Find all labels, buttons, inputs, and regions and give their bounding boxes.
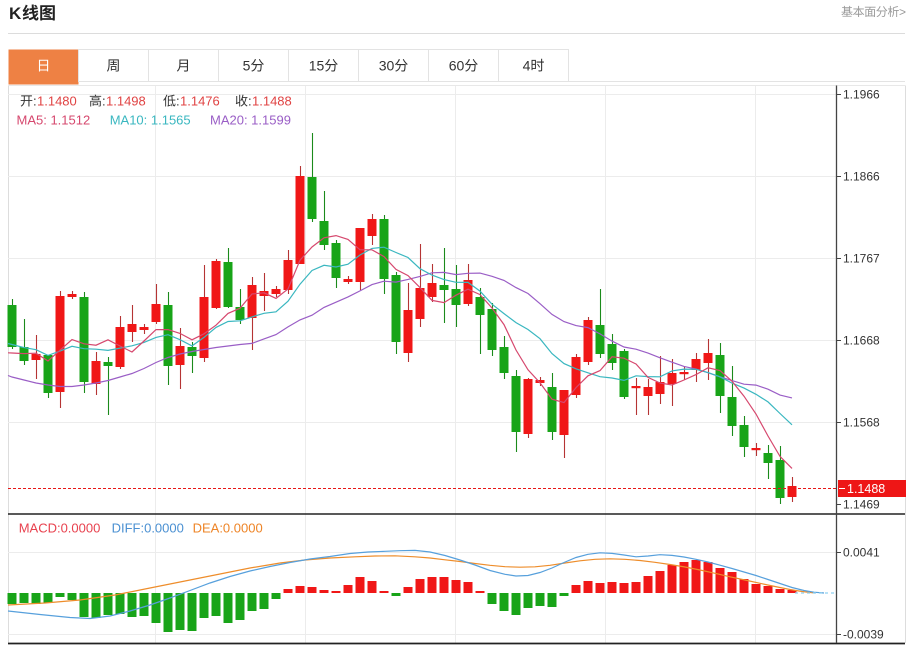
svg-text:-0.0039: -0.0039 — [843, 628, 884, 642]
svg-text:1.1668: 1.1668 — [843, 334, 880, 348]
svg-text:1.1480: 1.1480 — [37, 94, 77, 109]
svg-text:DIFF:0.0000: DIFF:0.0000 — [112, 521, 184, 536]
svg-text::: : — [33, 94, 37, 109]
svg-text:1.1568: 1.1568 — [843, 416, 880, 430]
svg-text:1.1488: 1.1488 — [252, 94, 292, 109]
svg-text:60: 60 — [449, 58, 465, 74]
svg-text:1.1469: 1.1469 — [843, 498, 880, 512]
svg-text:15: 15 — [309, 58, 325, 74]
svg-text:DEA:0.0000: DEA:0.0000 — [193, 521, 263, 536]
svg-text:1.1767: 1.1767 — [843, 252, 880, 266]
svg-text:1.1498: 1.1498 — [106, 94, 146, 109]
svg-text:1.1476: 1.1476 — [180, 94, 220, 109]
svg-text:MACD:0.0000: MACD:0.0000 — [19, 521, 101, 536]
svg-text:5: 5 — [243, 58, 251, 74]
svg-text::: : — [176, 94, 180, 109]
svg-text:0.0041: 0.0041 — [843, 546, 880, 560]
svg-text:MA5: 1.1512: MA5: 1.1512 — [17, 113, 91, 128]
svg-text:1.1488: 1.1488 — [847, 482, 885, 496]
svg-text:1.1866: 1.1866 — [843, 170, 880, 184]
svg-text:MA20: 1.1599: MA20: 1.1599 — [210, 113, 291, 128]
svg-text:MA10: 1.1565: MA10: 1.1565 — [110, 113, 191, 128]
svg-text::: : — [248, 94, 252, 109]
svg-text:1.1966: 1.1966 — [843, 88, 880, 102]
svg-text:>: > — [899, 5, 906, 19]
svg-text:K: K — [9, 4, 22, 23]
svg-text:4: 4 — [523, 58, 531, 74]
svg-text::: : — [102, 94, 106, 109]
svg-text:30: 30 — [379, 58, 395, 74]
